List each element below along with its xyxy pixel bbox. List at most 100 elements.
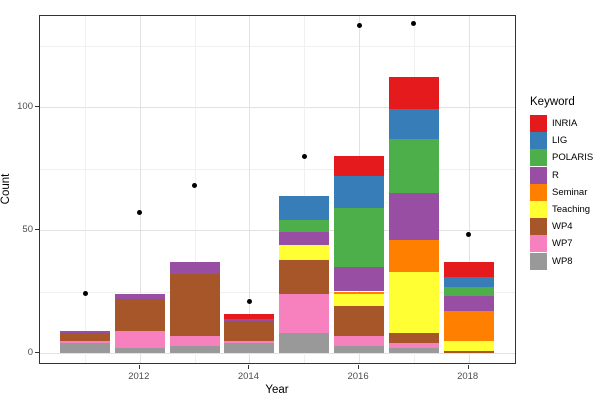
bar-segment-2015-WP4 bbox=[279, 259, 330, 294]
legend-item-INRIA: INRIA bbox=[530, 115, 577, 132]
y-tick-mark bbox=[35, 229, 39, 230]
x-tick-label: 2016 bbox=[347, 371, 369, 382]
data-point-2014 bbox=[246, 298, 252, 304]
y-tick-label: 50 bbox=[22, 223, 33, 235]
bar-segment-2012-WP7 bbox=[114, 330, 165, 349]
x-tick-mark bbox=[467, 365, 469, 369]
bar-segment-2014-R bbox=[224, 318, 275, 321]
legend-title: Keyword bbox=[530, 96, 575, 108]
bar-segment-2016-Teaching bbox=[334, 293, 385, 307]
bar-segment-2015-WP7 bbox=[279, 293, 330, 334]
y-tick-label: 100 bbox=[17, 100, 33, 112]
data-point-2011 bbox=[82, 291, 88, 297]
data-point-2016 bbox=[356, 23, 362, 29]
bar-segment-2011-WP4 bbox=[60, 333, 110, 341]
bar-segment-2014-WP7 bbox=[224, 340, 275, 344]
x-tick-label: 2018 bbox=[457, 371, 479, 382]
legend-item-Seminar: Seminar bbox=[530, 183, 588, 201]
y-axis-title: Count bbox=[0, 173, 12, 205]
bar-segment-2016-POLARIS bbox=[334, 207, 385, 267]
bar-segment-2013-WP4 bbox=[169, 274, 220, 336]
gridline-major bbox=[40, 353, 515, 354]
x-tick-label: 2012 bbox=[128, 371, 150, 382]
bar-segment-2013-WP8 bbox=[169, 345, 220, 353]
gridline-minor bbox=[304, 16, 306, 363]
bar-segment-2012-WP4 bbox=[114, 298, 165, 331]
legend-label: Seminar bbox=[552, 186, 588, 198]
x-axis-title: Year bbox=[265, 384, 289, 396]
bar-segment-2018-WP4 bbox=[443, 350, 494, 353]
gridline-major bbox=[249, 16, 251, 363]
gridline-major bbox=[40, 230, 515, 231]
legend-item-Teaching: Teaching bbox=[530, 201, 590, 218]
legend-swatch-POLARIS bbox=[530, 149, 547, 167]
bar-segment-2014-WP8 bbox=[224, 343, 275, 353]
bar-segment-2017-WP8 bbox=[388, 348, 439, 353]
legend-swatch-Teaching bbox=[530, 201, 547, 218]
bar-segment-2017-Teaching bbox=[388, 271, 439, 334]
y-tick-label: 0 bbox=[27, 346, 33, 358]
bar-segment-2018-Seminar bbox=[443, 311, 494, 341]
legend-label: WP7 bbox=[552, 238, 573, 250]
legend-swatch-R bbox=[530, 166, 547, 184]
legend-label: LIG bbox=[552, 135, 568, 147]
x-tick-label: 2014 bbox=[237, 371, 259, 382]
bar-segment-2017-R bbox=[388, 193, 439, 240]
plot-panel bbox=[39, 15, 516, 364]
legend-item-WP7: WP7 bbox=[530, 235, 573, 253]
bar-segment-2015-R bbox=[279, 232, 330, 245]
bar-segment-2017-Seminar bbox=[388, 239, 439, 272]
bar-segment-2016-WP4 bbox=[334, 306, 385, 336]
bar-segment-2016-WP8 bbox=[334, 345, 385, 353]
bar-segment-2014-INRIA bbox=[224, 313, 275, 319]
bar-segment-2011-WP7 bbox=[60, 340, 110, 344]
bar-segment-2014-WP4 bbox=[224, 321, 275, 341]
legend-label: INRIA bbox=[552, 118, 578, 129]
gridline-minor bbox=[40, 168, 515, 170]
x-tick-mark bbox=[248, 365, 250, 369]
bar-segment-2015-WP8 bbox=[279, 333, 330, 353]
legend-item-LIG: LIG bbox=[530, 132, 568, 150]
bar-segment-2016-LIG bbox=[334, 175, 385, 208]
gridline-minor bbox=[194, 16, 196, 363]
legend-swatch-INRIA bbox=[530, 115, 547, 132]
legend-label: POLARIS bbox=[552, 152, 594, 164]
legend-item-R: R bbox=[530, 166, 559, 184]
y-tick-mark bbox=[35, 352, 39, 353]
bar-segment-2012-R bbox=[114, 293, 165, 299]
bar-segment-2016-Seminar bbox=[334, 291, 385, 294]
y-tick-mark bbox=[35, 106, 39, 107]
bar-segment-2011-WP8 bbox=[60, 343, 110, 353]
legend-item-POLARIS: POLARIS bbox=[530, 149, 594, 167]
bar-segment-2013-WP7 bbox=[169, 335, 220, 346]
bar-segment-2018-LIG bbox=[443, 276, 494, 287]
legend-swatch-LIG bbox=[530, 132, 547, 150]
gridline-major bbox=[468, 16, 470, 363]
data-point-2015 bbox=[301, 153, 307, 159]
bar-segment-2012-WP8 bbox=[114, 348, 165, 353]
legend-label: R bbox=[552, 169, 559, 181]
bar-segment-2016-INRIA bbox=[334, 156, 385, 176]
bar-segment-2016-WP7 bbox=[334, 335, 385, 346]
x-tick-mark bbox=[358, 365, 360, 369]
bar-segment-2015-Teaching bbox=[279, 244, 330, 260]
bar-segment-2018-POLARIS bbox=[443, 286, 494, 297]
bar-segment-2015-POLARIS bbox=[279, 220, 330, 233]
bar-segment-2017-WP7 bbox=[388, 343, 439, 349]
legend-label: WP4 bbox=[552, 221, 573, 233]
bar-segment-2016-R bbox=[334, 266, 385, 292]
legend-swatch-WP8 bbox=[530, 252, 547, 270]
bar-segment-2018-Teaching bbox=[443, 340, 494, 351]
bar-segment-2017-INRIA bbox=[388, 77, 439, 110]
bar-segment-2013-R bbox=[169, 261, 220, 275]
legend-label: Teaching bbox=[552, 204, 591, 215]
legend-label: WP8 bbox=[552, 255, 573, 267]
bar-segment-2017-LIG bbox=[388, 109, 439, 139]
data-point-2013 bbox=[192, 183, 198, 189]
bar-segment-2011-R bbox=[60, 330, 110, 334]
bar-segment-2015-LIG bbox=[279, 195, 330, 221]
legend-swatch-WP7 bbox=[530, 235, 547, 253]
gridline-minor bbox=[40, 45, 515, 47]
data-point-2018 bbox=[466, 232, 472, 238]
gridline-minor bbox=[40, 291, 515, 293]
